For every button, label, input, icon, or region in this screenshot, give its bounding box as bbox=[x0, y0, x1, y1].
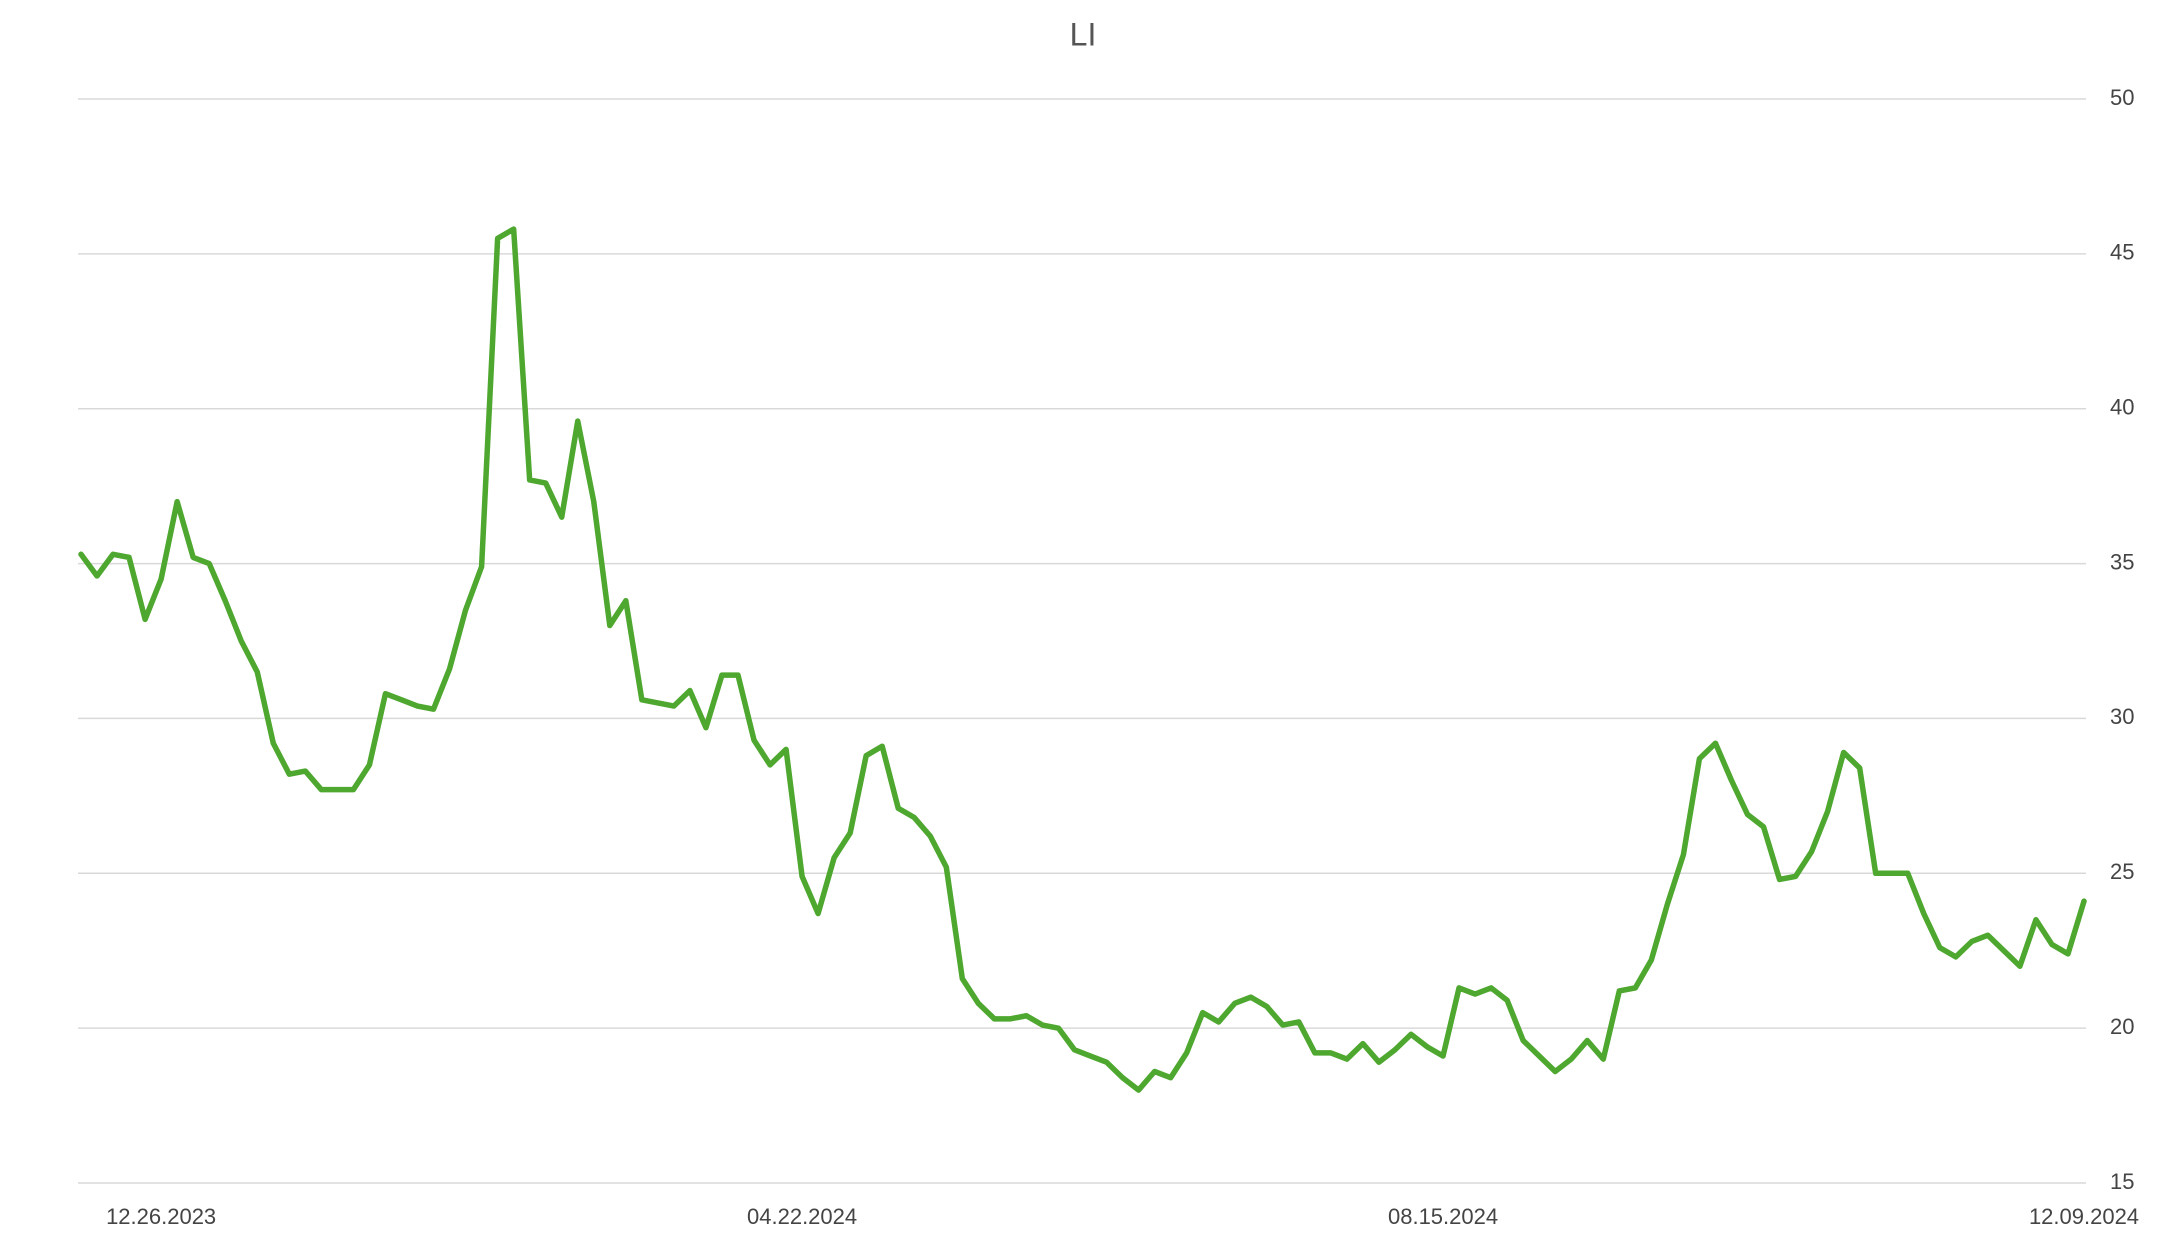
y-tick-label: 45 bbox=[2110, 240, 2134, 265]
y-tick-label: 30 bbox=[2110, 704, 2134, 729]
x-tick-label: 04.22.2024 bbox=[747, 1204, 857, 1229]
x-tick-label: 12.26.2023 bbox=[106, 1204, 216, 1229]
data-line bbox=[78, 226, 2087, 1093]
y-tick-label: 35 bbox=[2110, 549, 2134, 574]
y-tick-label: 20 bbox=[2110, 1014, 2134, 1039]
y-tick-label: 25 bbox=[2110, 859, 2134, 884]
y-tick-label: 40 bbox=[2110, 395, 2134, 420]
x-tick-label: 12.09.2024 bbox=[2029, 1204, 2139, 1229]
y-tick-label: 50 bbox=[2110, 85, 2134, 110]
chart-title: LI bbox=[1070, 16, 1097, 52]
y-tick-label: 15 bbox=[2110, 1169, 2134, 1194]
x-tick-label: 08.15.2024 bbox=[1388, 1204, 1498, 1229]
